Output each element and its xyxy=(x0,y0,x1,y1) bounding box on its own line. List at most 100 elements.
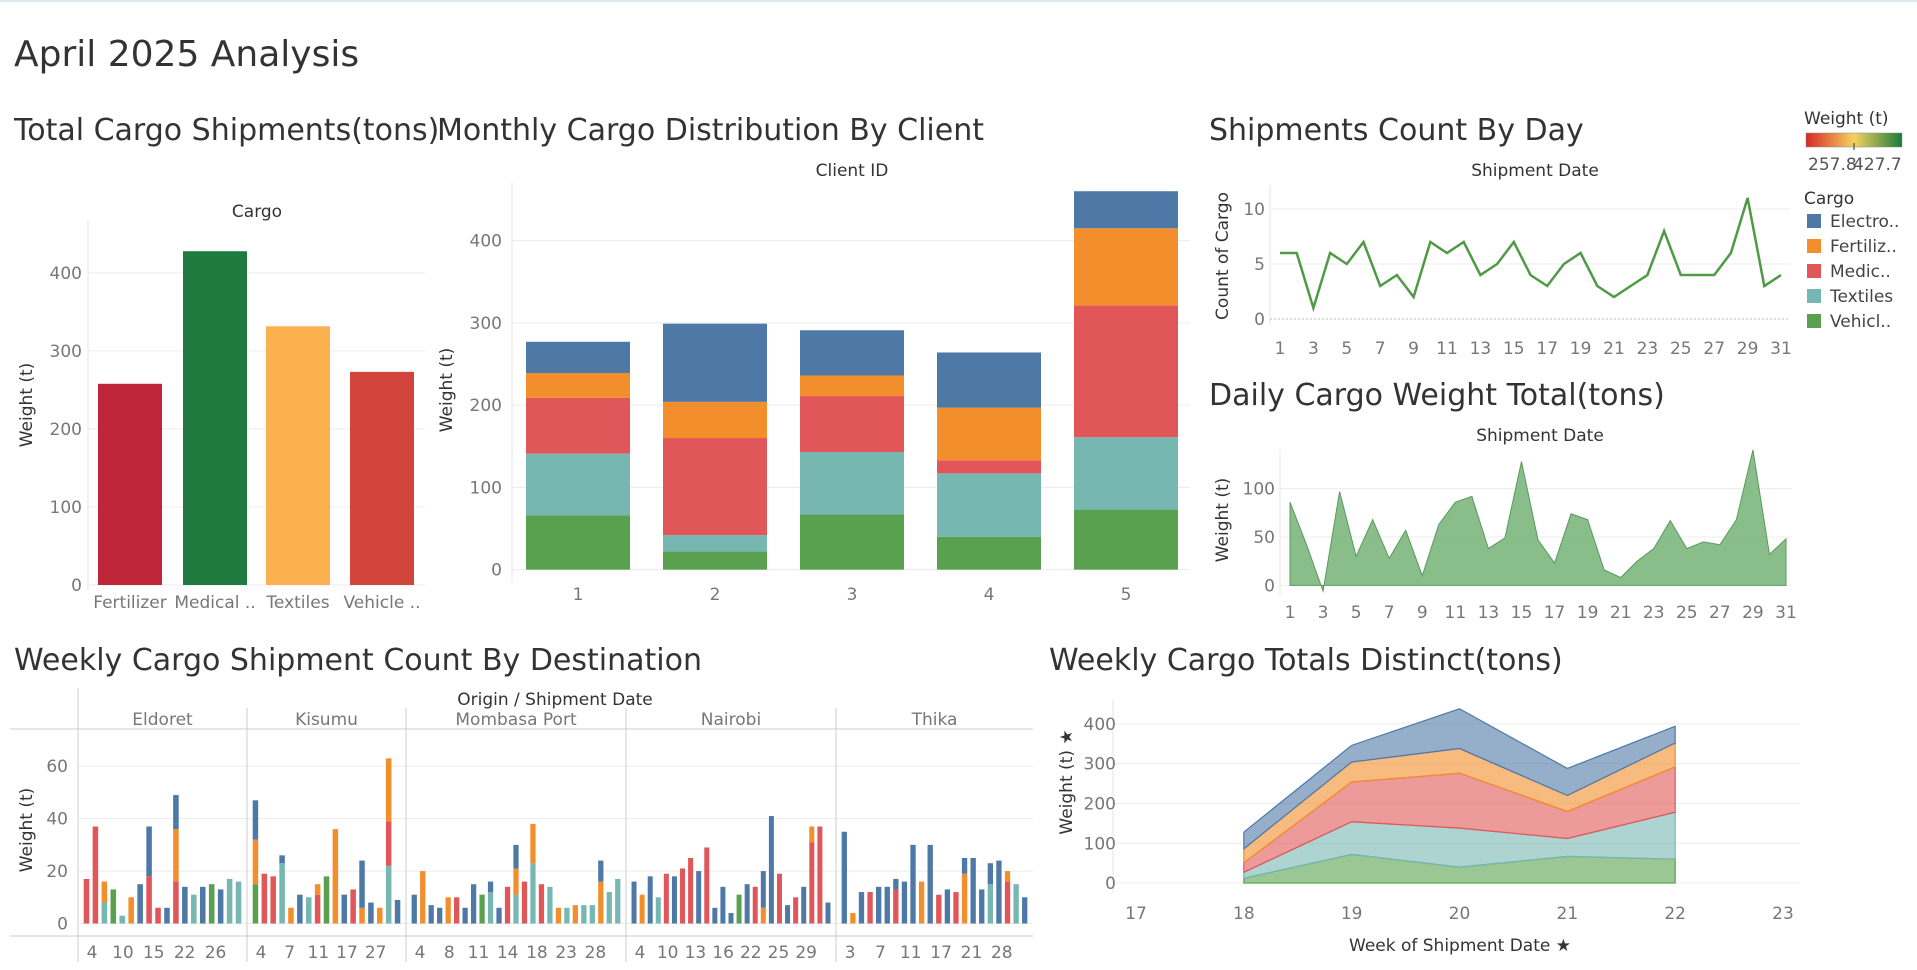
weekly-bar-seg xyxy=(901,881,908,924)
count-xtick: 31 xyxy=(1770,339,1792,359)
total-ytick: 100 xyxy=(50,498,82,518)
weekly-bar-seg xyxy=(513,894,519,924)
weekly-bar-seg xyxy=(128,897,134,924)
client-bar-seg xyxy=(800,452,904,515)
weekly-xtick: 21 xyxy=(961,943,983,963)
weekly-bar-seg xyxy=(359,907,365,924)
weekly-bar-seg xyxy=(728,913,734,924)
weekly-bar-seg xyxy=(173,881,179,924)
daily-chart-title: Daily Cargo Weight Total(tons) xyxy=(1209,378,1665,413)
weekly-bar-seg xyxy=(323,876,330,924)
total-xtick-2: Textiles xyxy=(265,593,329,613)
weekly-bar-seg xyxy=(92,826,99,924)
wtot-ytick: 300 xyxy=(1084,755,1116,775)
weekly-bar-seg xyxy=(496,907,502,924)
daily-xtick: 3 xyxy=(1318,603,1329,623)
legend-label-1: Fertiliz.. xyxy=(1830,237,1897,257)
weekly-bar-seg xyxy=(270,876,276,924)
daily-xtick: 13 xyxy=(1478,603,1500,623)
weekly-bar-seg xyxy=(368,902,374,924)
total-bar-3 xyxy=(350,371,414,585)
total-ytick: 0 xyxy=(71,576,82,596)
daily-xtick: 27 xyxy=(1709,603,1731,623)
weekly-bar-seg xyxy=(647,876,653,924)
weekly-bar-seg xyxy=(385,865,392,924)
weekly-bar-seg xyxy=(164,907,170,924)
client-bar-seg xyxy=(663,323,767,402)
client-bar-seg xyxy=(1074,191,1178,229)
weekly-bar-seg xyxy=(801,886,807,924)
client-bar-seg xyxy=(937,352,1041,408)
wtot-area-4 xyxy=(1243,708,1676,851)
weekly-bar-seg xyxy=(760,907,766,924)
weekly-bar-seg xyxy=(944,889,951,924)
weekly-bar-seg xyxy=(146,826,152,877)
weekly-xtick: 3 xyxy=(845,943,856,963)
client-xtick-2: 3 xyxy=(847,585,858,605)
weekly-bar-seg xyxy=(970,857,976,924)
count-chart-title: Shipments Count By Day xyxy=(1209,113,1584,148)
weekly-bar-seg xyxy=(744,884,750,924)
client-ytick: 100 xyxy=(470,478,502,498)
client-bar-seg xyxy=(1074,509,1178,570)
client-xtick-4: 5 xyxy=(1121,585,1132,605)
weekly-ytick: 60 xyxy=(46,757,68,777)
weekly-bar-seg xyxy=(809,826,815,843)
weekly-bar-seg xyxy=(428,905,434,924)
count-xtick: 15 xyxy=(1503,339,1525,359)
legend-swatch-3 xyxy=(1807,289,1821,303)
weekly-bar-seg xyxy=(893,878,899,890)
count-xtick: 29 xyxy=(1737,339,1759,359)
wtot-ytick: 400 xyxy=(1084,715,1116,735)
weekly-bar-seg xyxy=(680,868,686,924)
legend-swatch-4 xyxy=(1807,314,1821,328)
client-ylabel: Weight (t) xyxy=(437,348,457,433)
total-cargo-chart: Cargo 0 100 200 300 400 Weight (t) Fertilizer Me… xyxy=(17,202,425,613)
legend-weight-title: Weight (t) xyxy=(1804,109,1889,129)
weekly-xtick: 15 xyxy=(143,943,165,963)
total-header: Cargo xyxy=(232,202,282,222)
legend-label-4: Vehicl.. xyxy=(1830,312,1891,332)
weekly-bar-seg xyxy=(437,907,443,924)
weekly-xtick: 27 xyxy=(365,943,387,963)
weekly-bar-seg xyxy=(235,881,242,924)
weekly-bar-seg xyxy=(631,881,637,924)
weekly-bar-seg xyxy=(314,884,321,895)
weekly-bar-seg xyxy=(785,905,791,924)
weekly-xtick: 11 xyxy=(308,943,330,963)
client-bar-seg xyxy=(663,535,767,552)
weekly-bar-seg xyxy=(615,878,621,924)
weekly-bar-seg xyxy=(513,868,519,895)
weekly-totals-chart: 0 100 200 300 400 Weight (t) ★ 17 18 19 20 21 22 23 W… xyxy=(1057,700,1800,956)
weekly-bar-seg xyxy=(936,894,942,924)
count-ylabel: Count of Cargo xyxy=(1213,192,1233,320)
client-xtick-1: 2 xyxy=(710,585,721,605)
weekly-bar-seg xyxy=(598,860,604,882)
weekly-xtick: 29 xyxy=(795,943,817,963)
weekly-bar-seg xyxy=(736,894,742,924)
weekly-xtick: 4 xyxy=(87,943,98,963)
count-xtick: 9 xyxy=(1408,339,1419,359)
weekly-bar-seg xyxy=(226,878,233,924)
weekly-bar-seg xyxy=(261,873,268,924)
client-bar-seg xyxy=(937,473,1041,537)
legend: Weight (t) 257.8 427.7 Cargo Electro.. Fe… xyxy=(1804,109,1903,332)
weekly-bar-seg xyxy=(470,884,477,924)
weekly-bar-seg xyxy=(359,860,365,908)
weekly-panel-label-2: Mombasa Port xyxy=(455,710,577,730)
weekly-panel-label-3: Nairobi xyxy=(701,710,761,730)
weekly-panel-label-1: Kisumu xyxy=(295,710,358,730)
weekly-bar-seg xyxy=(581,905,587,924)
weekly-bar-seg xyxy=(487,881,494,893)
wtot-xtick: 19 xyxy=(1341,904,1363,924)
count-xtick: 5 xyxy=(1341,339,1352,359)
daily-xtick: 9 xyxy=(1417,603,1428,623)
count-ytick: 5 xyxy=(1254,255,1265,275)
weekly-bar-seg xyxy=(191,894,197,924)
weekly-bar-seg xyxy=(199,886,206,924)
weekly-xtick: 4 xyxy=(415,943,426,963)
total-xtick-1: Medical .. xyxy=(174,593,255,613)
client-distribution-chart: Client ID 0 100 200 300 400 Weight (t) 1 2 3 4 5 xyxy=(437,161,1190,605)
client-bar-seg xyxy=(1074,437,1178,510)
total-xtick-0: Fertilizer xyxy=(93,593,167,613)
